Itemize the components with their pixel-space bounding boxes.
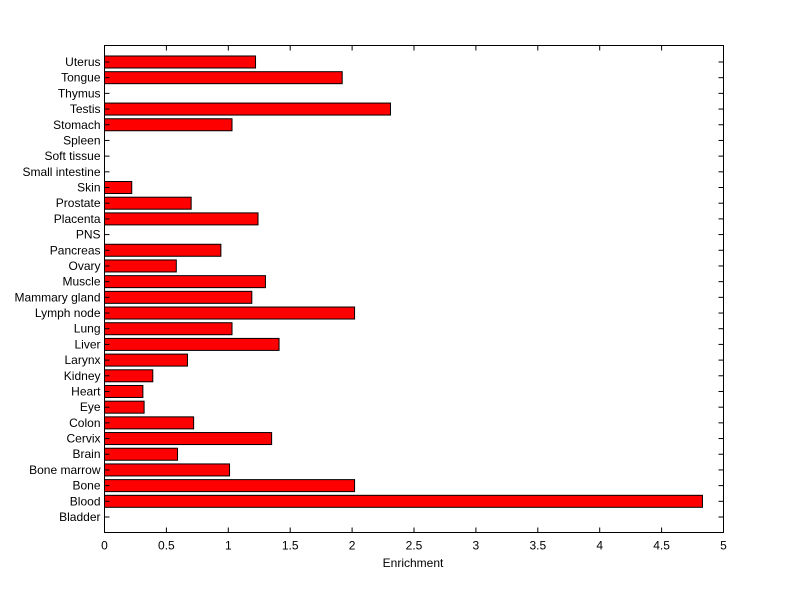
x-tick-label-4: 2 <box>349 539 356 553</box>
bar-tongue <box>104 71 343 85</box>
bar-placenta <box>104 212 259 226</box>
y-tick-label-larynx: Larynx <box>64 353 100 367</box>
y-tick-label-brain: Brain <box>72 447 100 461</box>
bar-mammary-gland <box>104 290 253 304</box>
bar-brain <box>104 447 179 461</box>
x-tick-label-10: 5 <box>720 539 727 553</box>
y-tick-label-eye: Eye <box>80 400 101 414</box>
bar-lung <box>104 322 233 336</box>
x-tick-label-0: 0 <box>101 539 108 553</box>
x-tick-label-8: 4 <box>596 539 603 553</box>
y-tick-label-lymph-node: Lymph node <box>35 306 101 320</box>
bar-prostate <box>104 196 192 210</box>
y-tick-label-soft-tissue: Soft tissue <box>44 149 100 163</box>
bar-cervix <box>104 432 273 446</box>
y-tick-label-heart: Heart <box>71 384 101 398</box>
y-tick-label-colon: Colon <box>69 416 100 430</box>
y-tick-label-lung: Lung <box>74 322 101 336</box>
x-axis-ticks: 0 0.5 1 1.5 2 2.5 3 3.5 4 4.5 5 <box>101 45 727 553</box>
y-tick-label-mammary-gland: Mammary gland <box>14 290 100 304</box>
y-tick-label-stomach: Stomach <box>53 118 100 132</box>
y-tick-label-thymus: Thymus <box>58 86 101 100</box>
bar-stomach <box>104 118 233 132</box>
y-tick-label-muscle: Muscle <box>62 275 100 289</box>
y-tick-label-spleen: Spleen <box>63 133 100 147</box>
y-tick-label-small-intestine: Small intestine <box>22 165 100 179</box>
bar-ovary <box>104 259 177 273</box>
y-tick-label-ovary: Ovary <box>68 259 100 273</box>
bar-pancreas <box>104 243 222 257</box>
bar-bone <box>104 479 356 493</box>
y-tick-label-bone-marrow: Bone marrow <box>29 463 101 477</box>
y-tick-label-blood: Blood <box>70 494 101 508</box>
y-tick-label-skin: Skin <box>77 181 100 195</box>
bar-kidney <box>104 369 154 383</box>
x-tick-label-6: 3 <box>473 539 480 553</box>
x-axis-title: Enrichment <box>383 556 444 570</box>
bar-lymph-node <box>104 306 356 320</box>
bar-larynx <box>104 353 188 367</box>
x-tick-label-2: 1 <box>225 539 232 553</box>
x-tick-label-1: 0.5 <box>158 539 175 553</box>
y-tick-label-bladder: Bladder <box>59 510 100 524</box>
bar-heart <box>104 384 144 398</box>
y-tick-label-pns: PNS <box>76 228 101 242</box>
y-tick-label-uterus: Uterus <box>65 55 100 69</box>
y-tick-label-bone: Bone <box>72 479 100 493</box>
y-tick-label-placenta: Placenta <box>54 212 101 226</box>
bar-uterus <box>104 55 257 69</box>
y-tick-label-cervix: Cervix <box>66 432 100 446</box>
bar-eye <box>104 400 145 414</box>
bar-muscle <box>104 275 266 289</box>
x-tick-label-5: 2.5 <box>406 539 423 553</box>
y-tick-label-liver: Liver <box>74 337 100 351</box>
y-tick-label-kidney: Kidney <box>64 369 101 383</box>
bar-liver <box>104 337 280 351</box>
y-tick-label-prostate: Prostate <box>56 196 101 210</box>
bars-group <box>104 55 703 508</box>
x-tick-label-7: 3.5 <box>529 539 546 553</box>
bar-testis <box>104 102 391 116</box>
y-tick-label-testis: Testis <box>70 102 101 116</box>
y-tick-label-pancreas: Pancreas <box>50 243 101 257</box>
y-tick-label-tongue: Tongue <box>61 71 101 85</box>
bar-blood <box>104 494 703 508</box>
bar-colon <box>104 416 195 430</box>
x-tick-label-9: 4.5 <box>653 539 670 553</box>
bar-bone-marrow <box>104 463 231 477</box>
x-tick-label-3: 1.5 <box>282 539 299 553</box>
